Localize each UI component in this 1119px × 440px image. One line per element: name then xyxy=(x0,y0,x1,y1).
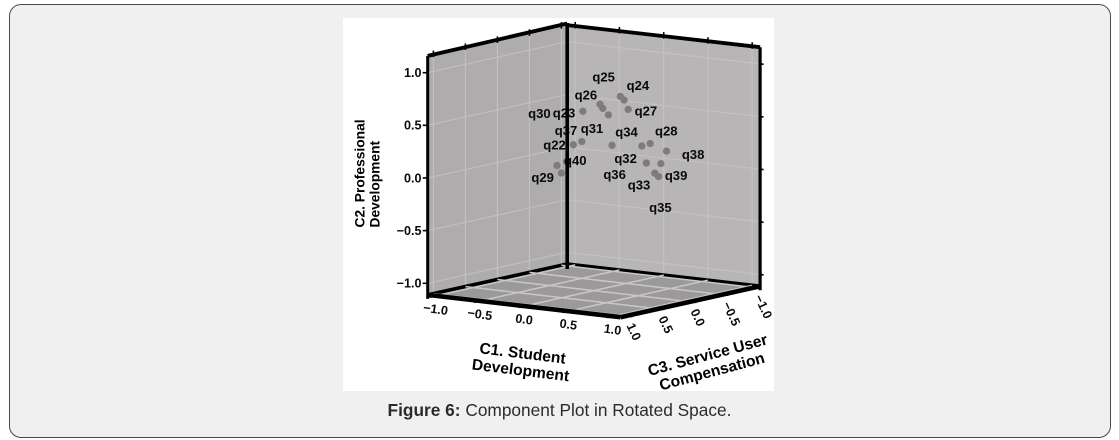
svg-text:q26: q26 xyxy=(575,88,598,103)
svg-text:C1. StudentDevelopment: C1. StudentDevelopment xyxy=(471,340,572,386)
svg-text:q38: q38 xyxy=(682,147,705,162)
svg-text:−0.5: −0.5 xyxy=(467,306,494,323)
svg-text:q24: q24 xyxy=(627,78,650,93)
svg-text:0.5: 0.5 xyxy=(559,317,578,333)
svg-text:−0.5: −0.5 xyxy=(397,224,422,238)
svg-text:q40: q40 xyxy=(564,153,587,168)
svg-text:q27: q27 xyxy=(635,104,658,119)
svg-text:C3. Service UserCompensation: C3. Service UserCompensation xyxy=(646,332,774,397)
svg-text:1.0: 1.0 xyxy=(624,321,644,343)
svg-text:q28: q28 xyxy=(655,123,678,138)
svg-text:1.0: 1.0 xyxy=(603,322,622,338)
svg-text:−0.5: −0.5 xyxy=(720,300,743,328)
svg-text:0.0: 0.0 xyxy=(688,307,708,329)
svg-text:1.0: 1.0 xyxy=(404,66,422,80)
svg-text:−1.0: −1.0 xyxy=(752,293,775,321)
svg-text:q33: q33 xyxy=(628,178,651,193)
svg-text:0.5: 0.5 xyxy=(404,119,422,133)
svg-text:0.5: 0.5 xyxy=(656,314,676,336)
svg-text:q29: q29 xyxy=(531,170,554,185)
svg-text:q22: q22 xyxy=(543,137,566,152)
svg-text:q32: q32 xyxy=(614,151,637,166)
svg-text:q34: q34 xyxy=(615,124,638,139)
svg-text:C2. ProfessionalDevelopment: C2. ProfessionalDevelopment xyxy=(353,119,383,227)
svg-text:−1.0: −1.0 xyxy=(397,277,422,291)
svg-text:q25: q25 xyxy=(592,69,615,84)
svg-text:q36: q36 xyxy=(603,167,626,182)
svg-text:q39: q39 xyxy=(665,168,688,183)
svg-text:−1.0: −1.0 xyxy=(422,301,449,318)
svg-text:q30: q30 xyxy=(528,106,551,121)
svg-text:0.0: 0.0 xyxy=(514,311,533,327)
svg-text:q31: q31 xyxy=(581,121,604,136)
svg-text:q35: q35 xyxy=(649,200,672,215)
svg-text:0.0: 0.0 xyxy=(404,171,422,185)
svg-text:q23: q23 xyxy=(553,105,576,120)
